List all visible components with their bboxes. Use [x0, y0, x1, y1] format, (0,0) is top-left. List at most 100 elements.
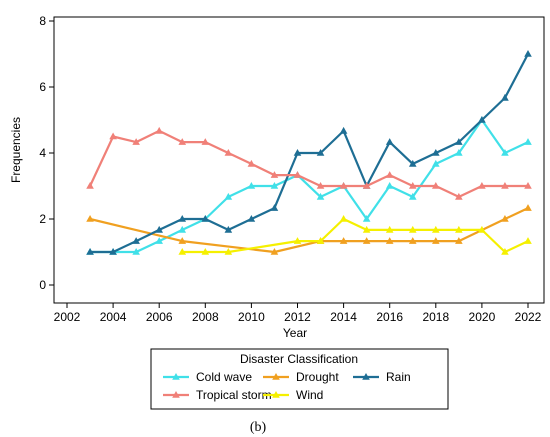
data-point-cold-wave	[316, 192, 325, 200]
data-point-rain	[432, 149, 440, 156]
data-point-rain	[524, 50, 532, 57]
data-point-drought	[362, 237, 371, 244]
data-point-tropical-storm	[270, 171, 279, 178]
data-point-tropical-storm	[501, 182, 509, 189]
data-point-rain	[86, 248, 94, 255]
x-tick-label: 2014	[330, 310, 357, 324]
data-point-rain	[316, 149, 325, 156]
x-tick-label: 2018	[422, 310, 449, 324]
legend-items: Cold wave Drought Rain Tropical storm Wind	[163, 370, 411, 402]
data-point-wind	[501, 248, 509, 255]
data-point-rain	[201, 215, 210, 222]
legend-swatch-marker	[172, 391, 180, 398]
data-point-tropical-storm	[362, 182, 371, 189]
legend-swatch-marker	[272, 391, 280, 398]
x-tick-label: 2006	[146, 310, 173, 324]
data-point-tropical-storm	[385, 171, 394, 178]
x-tick-label: 2004	[100, 310, 127, 324]
data-point-rain	[478, 116, 486, 123]
series-drought	[86, 204, 532, 255]
data-point-cold-wave	[155, 237, 163, 244]
x-tick-label: 2012	[284, 310, 311, 324]
data-point-drought	[455, 237, 463, 244]
legend-item-rain: Rain	[353, 370, 411, 384]
y-axis-title: Frequencies	[9, 117, 23, 183]
data-point-wind	[339, 215, 348, 222]
y-tick-label: 0	[39, 278, 46, 292]
legend-swatch-marker	[272, 373, 280, 380]
data-point-tropical-storm	[109, 132, 117, 140]
data-point-drought	[339, 237, 348, 244]
data-point-tropical-storm	[432, 182, 440, 189]
data-point-wind	[385, 225, 394, 233]
legend-label: Drought	[296, 370, 339, 384]
data-point-rain	[293, 149, 302, 156]
data-point-cold-wave	[455, 149, 463, 156]
y-tick-label: 6	[39, 80, 46, 94]
x-tick-label: 2022	[515, 310, 542, 324]
legend-item-drought: Drought	[263, 370, 339, 384]
data-point-rain	[247, 215, 256, 222]
data-point-drought	[408, 237, 417, 244]
data-point-tropical-storm	[201, 138, 210, 145]
data-point-rain	[155, 225, 163, 233]
data-point-wind	[455, 225, 463, 233]
series-wind	[178, 215, 532, 255]
data-point-cold-wave	[501, 149, 509, 156]
data-point-cold-wave	[224, 192, 233, 200]
x-axis: 2002 2004 2006 2008 2010 2012 2014 2016 2018 2020…	[54, 303, 542, 324]
data-point-tropical-storm	[455, 192, 463, 200]
series-line-drought	[89, 207, 529, 254]
series-line-tropical-storm	[89, 129, 528, 198]
data-point-rain	[178, 215, 187, 222]
data-point-cold-wave	[385, 182, 394, 189]
data-point-tropical-storm	[155, 126, 163, 134]
series-line-wind	[182, 217, 529, 254]
data-point-cold-wave	[178, 225, 187, 233]
data-point-tropical-storm	[339, 182, 348, 189]
data-point-wind	[201, 248, 210, 255]
series-tropical-storm	[86, 126, 532, 200]
y-tick-label: 8	[39, 14, 46, 28]
data-point-wind	[478, 225, 486, 233]
x-tick-label: 2008	[192, 310, 219, 324]
data-point-wind	[432, 225, 440, 233]
legend-item-cold-wave: Cold wave	[163, 370, 252, 384]
data-point-tropical-storm	[224, 149, 233, 156]
y-axis: 0 2 4 6 8	[39, 14, 54, 292]
data-point-drought	[432, 237, 440, 244]
data-point-cold-wave	[408, 192, 417, 200]
x-axis-title: Year	[283, 326, 307, 340]
x-tick-label: 2016	[376, 310, 403, 324]
legend-box	[150, 348, 449, 410]
legend-item-tropical-storm: Tropical storm	[163, 388, 272, 402]
data-point-drought	[178, 237, 187, 244]
y-tick-label: 2	[39, 212, 46, 226]
x-tick-label: 2002	[54, 310, 81, 324]
data-point-wind	[178, 248, 187, 255]
data-point-rain	[408, 159, 417, 167]
x-tick-label: 2020	[469, 310, 496, 324]
data-point-rain	[270, 204, 279, 211]
legend-label: Rain	[386, 370, 411, 384]
legend-label: Cold wave	[196, 370, 252, 384]
data-point-rain	[109, 248, 117, 255]
x-tick-label: 2010	[238, 310, 265, 324]
data-point-tropical-storm	[293, 171, 302, 178]
data-point-wind	[224, 248, 233, 255]
data-point-rain	[385, 138, 394, 145]
data-point-wind	[408, 225, 417, 233]
data-point-tropical-storm	[408, 182, 417, 189]
data-point-tropical-storm	[247, 159, 256, 167]
series-layer	[86, 50, 532, 255]
data-point-cold-wave	[247, 182, 256, 189]
data-point-wind	[293, 237, 302, 244]
data-point-rain	[339, 126, 348, 134]
legend-swatch-marker	[362, 373, 370, 380]
data-point-drought	[385, 237, 394, 244]
series-line-rain	[90, 53, 529, 254]
data-point-tropical-storm	[524, 182, 532, 189]
figure-caption: (b)	[250, 420, 267, 435]
legend-label: Wind	[296, 388, 323, 402]
